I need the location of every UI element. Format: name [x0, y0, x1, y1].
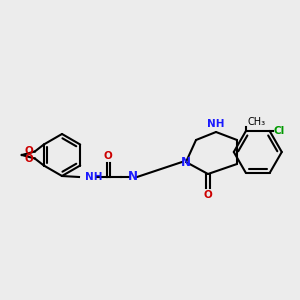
Text: O: O — [103, 151, 112, 161]
Text: O: O — [204, 190, 212, 200]
Text: NH: NH — [85, 172, 103, 182]
Text: NH: NH — [207, 119, 225, 129]
Text: N: N — [181, 155, 191, 169]
Text: CH₃: CH₃ — [248, 117, 266, 127]
Text: O: O — [24, 154, 33, 164]
Text: Cl: Cl — [274, 126, 285, 136]
Text: O: O — [24, 146, 33, 157]
Text: N: N — [128, 170, 138, 184]
